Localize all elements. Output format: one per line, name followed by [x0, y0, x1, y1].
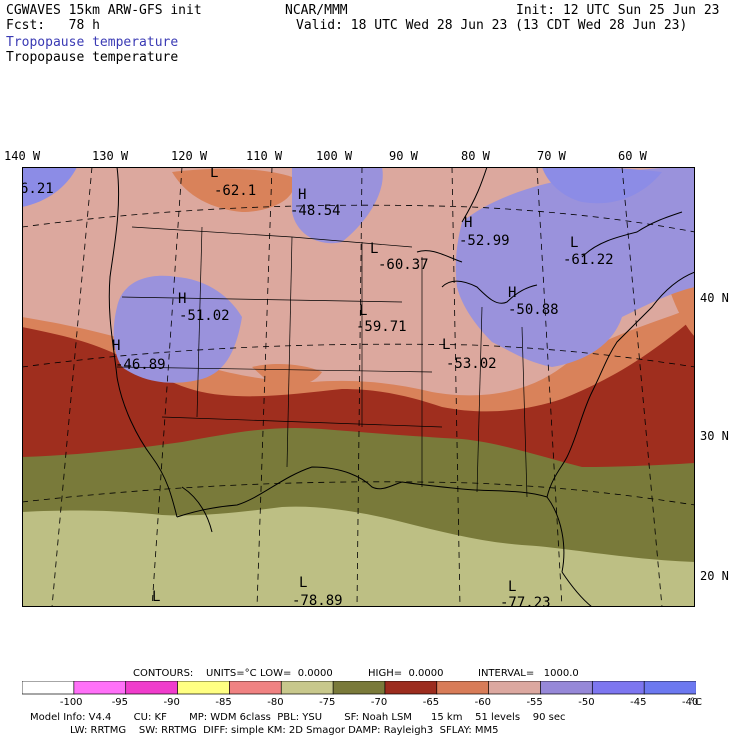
center-value-10: -78.89 — [292, 593, 343, 607]
center-symbol-6: L — [359, 303, 367, 319]
band-minus75 — [22, 506, 695, 607]
colorbar-tick-label: -45 — [630, 697, 647, 708]
center-symbol-7: H — [508, 285, 516, 301]
colorbar — [22, 681, 696, 695]
colorbar-tick-label: -85 — [215, 697, 232, 708]
lon-label-100w: 100 W — [316, 149, 353, 163]
graticule — [22, 167, 695, 607]
model-title: CGWAVES 15km ARW-GFS init — [6, 3, 202, 18]
colorbar-swatch — [384, 681, 438, 695]
lon-label-140w: 140 W — [4, 149, 41, 163]
center-symbol-11: L — [508, 579, 516, 595]
lon-label-60w: 60 W — [618, 149, 647, 163]
forecast-hour: Fcst: 78 h — [6, 18, 100, 33]
colorbar-swatch — [280, 681, 334, 695]
center-value-3: -52.99 — [459, 233, 510, 249]
center-symbol-1: H — [298, 187, 306, 203]
center-value-9: -53.02 — [446, 356, 497, 372]
colorbar-swatch — [22, 681, 75, 695]
center-symbol-0: L — [210, 167, 218, 181]
lat-label-20n: 20 N — [700, 569, 729, 583]
colorbar-tick-label: -65 — [422, 697, 440, 708]
center-value-0: -62.1 — [214, 183, 256, 199]
center-symbol-3: H — [464, 215, 472, 231]
init-time: Init: 12 UTC Sun 25 Jun 23 — [516, 3, 720, 18]
center-value-1: -48.54 — [290, 203, 341, 219]
colorbar-swatch — [125, 681, 179, 695]
colorbar-tick-label: -70 — [370, 697, 388, 708]
colorbar-tick-label: -60 — [474, 697, 491, 708]
lat-label-30n: 30 N — [700, 429, 729, 443]
colorbar-tick-label: -50 — [578, 697, 595, 708]
interval-label: INTERVAL= 1000.0 — [478, 668, 579, 679]
colorbar-swatch — [488, 681, 542, 695]
lon-label-70w: 70 W — [537, 149, 566, 163]
center-value-2: -60.37 — [378, 257, 429, 273]
state-borders — [116, 226, 528, 498]
colorbar-swatch — [591, 681, 645, 695]
colorbar-tick-label: -90 — [163, 697, 180, 708]
lon-label-130w: 130 W — [92, 149, 129, 163]
colorbar-unit: °C — [690, 697, 702, 708]
patch-minus60 — [172, 168, 294, 212]
lon-label-120w: 120 W — [171, 149, 208, 163]
field-title-2: Tropopause temperature — [6, 50, 179, 65]
model-info-line1: Model Info: V4.4 CU: KF MP: WDM 6class P… — [30, 712, 566, 723]
coastlines — [108, 167, 695, 607]
center-value-6: -59.71 — [356, 319, 407, 335]
lon-label-110w: 110 W — [246, 149, 283, 163]
center-value-5: -51.02 — [179, 308, 230, 324]
center-symbol-8: H — [112, 338, 120, 354]
contours-label: CONTOURS: — [133, 668, 194, 679]
lat-label-40n: 40 N — [700, 291, 729, 305]
source-label: NCAR/MMM — [285, 3, 348, 18]
lon-label-80w: 80 W — [461, 149, 490, 163]
model-info-line2: LW: RRTMG SW: RRTMG DIFF: simple KM: 2D … — [70, 725, 499, 736]
center-value-4: -61.22 — [563, 252, 614, 268]
center-symbol-10: L — [299, 575, 307, 591]
center-symbol-9: L — [442, 337, 450, 353]
map-frame — [22, 167, 695, 607]
center-value-8: -46.89 — [115, 357, 166, 373]
center-value-7: -50.88 — [508, 302, 559, 318]
region-minus50-northeast — [455, 167, 695, 367]
region-minus45-northeast — [542, 167, 662, 204]
field-title-1: Tropopause temperature — [6, 35, 179, 50]
low-label: LOW= 0.0000 — [260, 668, 333, 679]
center-symbol-5: H — [178, 291, 186, 307]
colorbar-tick-label: -100 — [59, 697, 83, 708]
region-minus45-nw — [22, 167, 77, 207]
high-label: HIGH= 0.0000 — [368, 668, 444, 679]
edge-value: 6.21 — [22, 181, 54, 197]
colorbar-swatch — [540, 681, 593, 695]
units-label: UNITS=°C — [206, 668, 257, 679]
region-minus50-north — [292, 167, 383, 244]
colorbar-swatch — [643, 681, 696, 695]
center-value-11: -77.23 — [500, 595, 551, 607]
colorbar-tick-label: -95 — [111, 697, 129, 708]
colorbar-swatch — [73, 681, 127, 695]
center-symbol-12: L — [152, 589, 160, 605]
colorbar-tick-label: -40 — [682, 697, 699, 708]
center-symbol-4: L — [570, 235, 578, 251]
valid-time: Valid: 18 UTC Wed 28 Jun 23 (13 CDT Wed … — [296, 18, 688, 33]
lon-label-90w: 90 W — [389, 149, 418, 163]
colorbar-swatch — [229, 681, 282, 695]
colorbar-swatch — [436, 681, 490, 695]
colorbar-swatch — [177, 681, 231, 695]
colorbar-tick-label: -55 — [526, 697, 543, 708]
colorbar-swatch — [332, 681, 386, 695]
colorbar-tick-label: -80 — [267, 697, 284, 708]
center-symbol-2: L — [370, 241, 378, 257]
region-minus50-west — [113, 275, 242, 383]
tropopause-temperature-map: 6.21 L -62.1 H -48.54 L -60.37 H -52.99 … — [22, 167, 695, 607]
colorbar-tick-label: -75 — [319, 697, 336, 708]
